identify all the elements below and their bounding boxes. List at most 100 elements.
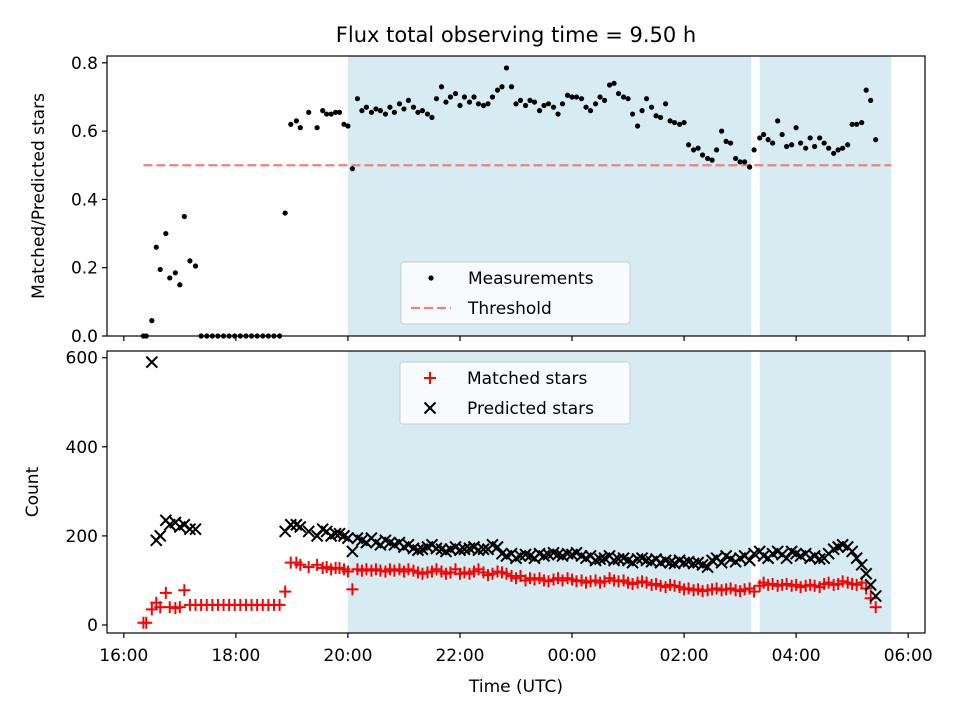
- data-point: [145, 603, 158, 616]
- data-point: [517, 97, 524, 103]
- data-point: [173, 601, 186, 614]
- data-point: [154, 529, 167, 543]
- data-point: [153, 244, 159, 250]
- data-point: [294, 558, 307, 571]
- x-tick-label: 22:00: [435, 646, 484, 666]
- axes-frame: [106, 350, 926, 634]
- count-panel: 0 200 400 600 Count 16:00 18:00 20:00 22:00 00:00…: [23, 349, 933, 666]
- data-point: [854, 121, 860, 127]
- data-point: [485, 101, 491, 107]
- data-point: [564, 92, 571, 98]
- data-point: [466, 99, 473, 105]
- data-point: [835, 147, 841, 153]
- data-point: [145, 355, 159, 369]
- data-point: [494, 87, 501, 93]
- data-point: [681, 119, 687, 126]
- x-tick-label: 00:00: [548, 646, 597, 666]
- data-point: [542, 575, 555, 588]
- legend-label: Threshold: [467, 299, 552, 319]
- data-point: [873, 137, 879, 143]
- x-tick-label: 04:00: [772, 646, 821, 666]
- data-point: [831, 150, 837, 156]
- data-point: [724, 582, 737, 595]
- data-point: [181, 213, 187, 220]
- data-point: [387, 104, 393, 110]
- data-point: [719, 128, 725, 134]
- data-point: [784, 143, 790, 150]
- data-point: [573, 94, 580, 100]
- data-point: [328, 111, 334, 117]
- data-point: [626, 577, 639, 590]
- data-point: [813, 552, 826, 566]
- data-point: [741, 159, 748, 165]
- data-point: [748, 585, 761, 598]
- legend-label: Measurements: [468, 269, 594, 289]
- data-point: [341, 531, 355, 545]
- data-point: [486, 567, 499, 580]
- data-point: [273, 598, 286, 611]
- data-point: [140, 616, 153, 629]
- data-point: [438, 84, 445, 90]
- data-point: [662, 101, 669, 107]
- data-point: [634, 123, 641, 129]
- data-point: [411, 543, 425, 557]
- data-point: [639, 108, 645, 114]
- data-point: [396, 101, 403, 107]
- legend-marker: [428, 275, 434, 281]
- data-point: [336, 109, 343, 115]
- data-point: [536, 108, 543, 114]
- data-point: [149, 318, 155, 324]
- data-point: [541, 102, 547, 109]
- data-point: [163, 230, 169, 237]
- data-point: [187, 258, 193, 264]
- data-point: [691, 147, 697, 153]
- data-point: [822, 576, 835, 589]
- data-point: [324, 111, 330, 117]
- data-point: [189, 522, 202, 536]
- data-point: [743, 554, 756, 567]
- x-tick-label: 16:00: [99, 646, 148, 666]
- data-point: [405, 97, 412, 103]
- data-point: [316, 522, 329, 536]
- data-point: [765, 137, 771, 143]
- data-point: [416, 567, 429, 580]
- data-point: [727, 140, 734, 146]
- data-point: [391, 109, 398, 115]
- data-point: [284, 518, 297, 531]
- data-point: [167, 275, 173, 281]
- data-point: [157, 266, 163, 273]
- data-point: [302, 561, 315, 574]
- data-point: [341, 121, 347, 127]
- data-point: [337, 529, 351, 543]
- data-point: [751, 147, 757, 153]
- data-point: [643, 96, 650, 102]
- data-point: [294, 520, 307, 534]
- data-point: [761, 131, 767, 138]
- data-point: [868, 97, 874, 103]
- data-point: [531, 99, 538, 105]
- data-point: [685, 142, 692, 148]
- data-point: [793, 125, 799, 131]
- y-tick-label: 0.4: [71, 190, 98, 210]
- data-point: [747, 164, 753, 170]
- data-point: [648, 104, 655, 110]
- data-point: [522, 102, 529, 109]
- data-point: [452, 90, 459, 97]
- data-point: [401, 106, 407, 112]
- data-point: [668, 579, 681, 592]
- data-point: [715, 556, 728, 569]
- data-point: [382, 111, 389, 117]
- data-point: [183, 522, 197, 536]
- data-point: [713, 147, 720, 153]
- data-point: [629, 111, 636, 117]
- data-point: [863, 87, 869, 93]
- legend-label: Predicted stars: [467, 399, 594, 419]
- data-point: [461, 94, 468, 100]
- data-point: [840, 145, 846, 151]
- data-point: [826, 145, 832, 151]
- data-point: [430, 563, 443, 576]
- data-point: [354, 96, 361, 102]
- legend-box: [400, 261, 631, 325]
- x-tick-label: 02:00: [660, 646, 709, 666]
- x-tick-label: 18:00: [211, 646, 260, 666]
